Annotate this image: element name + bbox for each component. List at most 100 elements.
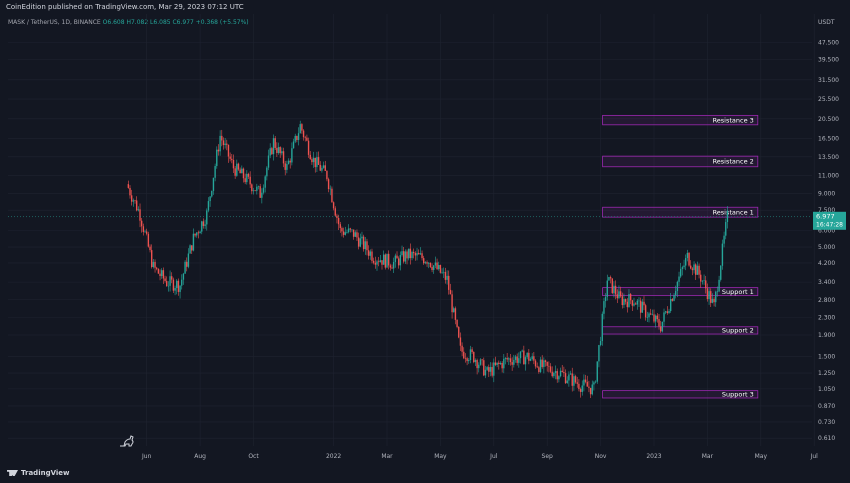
tradingview-logo[interactable]: TradingView bbox=[7, 469, 70, 477]
candle-body bbox=[509, 358, 512, 363]
candle-body bbox=[372, 260, 375, 263]
candle-body bbox=[639, 300, 642, 313]
candle-body bbox=[633, 303, 635, 306]
candle-body bbox=[710, 291, 712, 303]
candle-body bbox=[711, 298, 714, 303]
x-tick-label: Sep bbox=[542, 453, 554, 460]
candle-body bbox=[232, 159, 235, 169]
candle-body bbox=[211, 190, 213, 197]
zone-label: Support 1 bbox=[722, 288, 754, 296]
candle-body bbox=[456, 319, 458, 327]
candle-body bbox=[146, 231, 148, 234]
candle-body bbox=[696, 265, 699, 275]
candle-body bbox=[518, 358, 520, 363]
candle-body bbox=[306, 137, 308, 141]
candle-body bbox=[661, 321, 664, 332]
x-tick-label: Nov bbox=[595, 453, 607, 460]
candle-body bbox=[272, 138, 275, 155]
candle-body bbox=[571, 373, 573, 386]
candle-body bbox=[494, 362, 497, 365]
candle-countdown: 16:47:28 bbox=[816, 221, 843, 228]
candle-body bbox=[434, 262, 437, 266]
candle-body bbox=[316, 157, 318, 168]
candle-body bbox=[656, 315, 659, 320]
candle-body bbox=[686, 252, 689, 258]
candle-body bbox=[261, 192, 263, 198]
candle-body bbox=[561, 370, 563, 372]
candle-body bbox=[244, 178, 246, 183]
candle-body bbox=[479, 359, 482, 365]
candle-body bbox=[671, 299, 674, 301]
candle-body bbox=[194, 233, 196, 236]
x-tick-label: Oct bbox=[248, 453, 259, 460]
last-price-badge bbox=[813, 211, 846, 230]
ohlc-values: O6.608 H7.082 L6.085 C6.977 +0.368 (+5.5… bbox=[102, 19, 249, 26]
candle-body bbox=[608, 277, 610, 281]
candle-body bbox=[636, 300, 639, 305]
candle-body bbox=[172, 279, 175, 291]
candle-body bbox=[139, 209, 141, 221]
candle-body bbox=[583, 379, 585, 386]
y-tick-label: 9.000 bbox=[818, 191, 835, 198]
candle-body bbox=[349, 228, 351, 230]
candle-body bbox=[311, 159, 313, 163]
candle-body bbox=[156, 267, 158, 269]
candle-body bbox=[484, 369, 487, 376]
candle-body bbox=[296, 135, 298, 141]
price-chart[interactable]: 47.500 39.500 31.500 25.500 20.500 16.500 13.5… bbox=[0, 0, 850, 463]
y-axis-currency: USDT bbox=[818, 19, 835, 26]
candle-body bbox=[429, 262, 432, 267]
candle-body bbox=[680, 268, 682, 277]
y-tick-label: 25.500 bbox=[818, 96, 839, 103]
candle-body bbox=[700, 274, 702, 282]
candle-body bbox=[589, 387, 592, 395]
candle-body bbox=[192, 233, 195, 251]
candle-body bbox=[129, 187, 131, 196]
candle-body bbox=[454, 308, 457, 320]
candle-body bbox=[181, 279, 183, 286]
candle-body bbox=[603, 301, 605, 314]
zone-box bbox=[602, 390, 759, 399]
candle-body bbox=[326, 170, 328, 180]
candle-body bbox=[381, 260, 383, 265]
candle-body bbox=[317, 157, 320, 165]
candle-body bbox=[638, 300, 640, 302]
candle-body bbox=[549, 366, 552, 372]
candle-body bbox=[446, 275, 448, 280]
candle-body bbox=[414, 253, 417, 256]
candle-body bbox=[356, 232, 358, 238]
candle-body bbox=[564, 373, 567, 384]
tradingview-logo-text: TradingView bbox=[21, 469, 70, 477]
candle-body bbox=[161, 270, 163, 277]
candle-body bbox=[413, 251, 415, 254]
candle-body bbox=[391, 267, 393, 269]
candle-body bbox=[428, 262, 430, 264]
candle-body bbox=[236, 163, 238, 176]
candle-body bbox=[182, 273, 185, 280]
candle-body bbox=[402, 251, 405, 262]
candle-body bbox=[262, 187, 265, 193]
candle-body bbox=[631, 300, 634, 306]
candle-body bbox=[559, 370, 562, 377]
candle-body bbox=[674, 290, 677, 296]
candle-body bbox=[344, 232, 346, 235]
candle-body bbox=[528, 352, 530, 361]
zone-box bbox=[602, 114, 759, 126]
candle-body bbox=[346, 232, 348, 233]
candle-body bbox=[259, 186, 261, 198]
candle-body bbox=[444, 271, 447, 280]
candle-body bbox=[387, 253, 390, 266]
candle-body bbox=[286, 164, 288, 170]
candle-body bbox=[257, 186, 260, 187]
candle-body bbox=[458, 326, 460, 338]
candle-body bbox=[241, 168, 243, 174]
candle-body bbox=[556, 371, 558, 380]
candle-body bbox=[354, 232, 356, 237]
candle-body bbox=[419, 253, 422, 255]
candle-body bbox=[376, 261, 378, 265]
candle-body bbox=[448, 275, 450, 290]
candle-body bbox=[469, 349, 472, 360]
y-tick-label: 7.500 bbox=[818, 207, 835, 214]
candle-body bbox=[222, 140, 225, 146]
candle-body bbox=[202, 221, 205, 226]
